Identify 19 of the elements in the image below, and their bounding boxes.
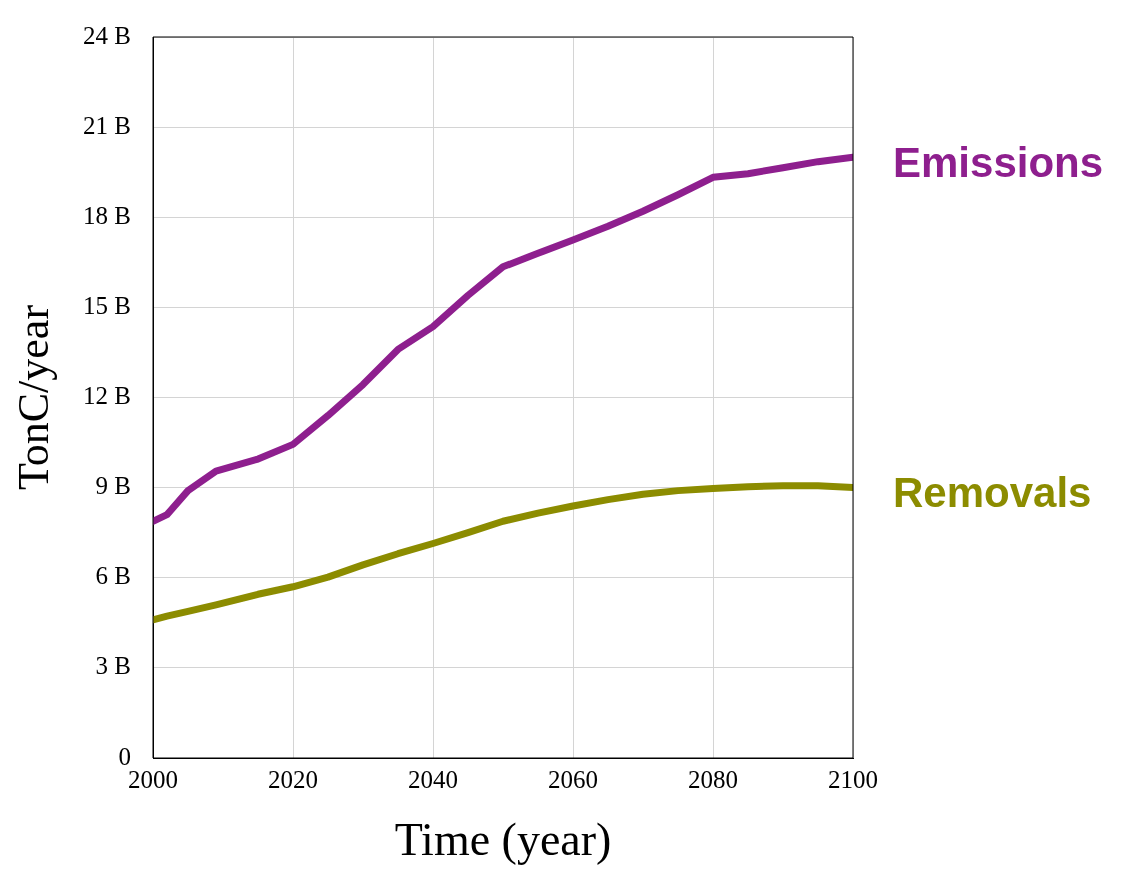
series-label: Emissions <box>893 138 1104 186</box>
y-axis-title: TonC/year <box>8 304 58 491</box>
x-tick-label: 2020 <box>268 765 318 793</box>
y-tick-label: 9 B <box>95 472 131 500</box>
y-tick-label: 12 B <box>83 382 131 410</box>
y-tick-label: 24 B <box>83 21 131 49</box>
y-tick-label: 6 B <box>95 562 131 590</box>
x-tick-label: 2040 <box>408 765 458 793</box>
series-label: Removals <box>893 469 1092 517</box>
y-tick-label: 21 B <box>83 111 131 139</box>
x-axis-title: Time (year) <box>394 814 612 866</box>
y-tick-label: 15 B <box>83 291 131 319</box>
y-tick-label: 18 B <box>83 201 131 229</box>
y-tick-label: 3 B <box>95 652 131 680</box>
x-tick-label: 2100 <box>828 765 878 793</box>
y-tick-label: 0 <box>118 742 131 770</box>
x-tick-label: 2060 <box>548 765 598 793</box>
x-tick-label: 2080 <box>688 765 738 793</box>
x-tick-label: 2000 <box>128 765 178 793</box>
